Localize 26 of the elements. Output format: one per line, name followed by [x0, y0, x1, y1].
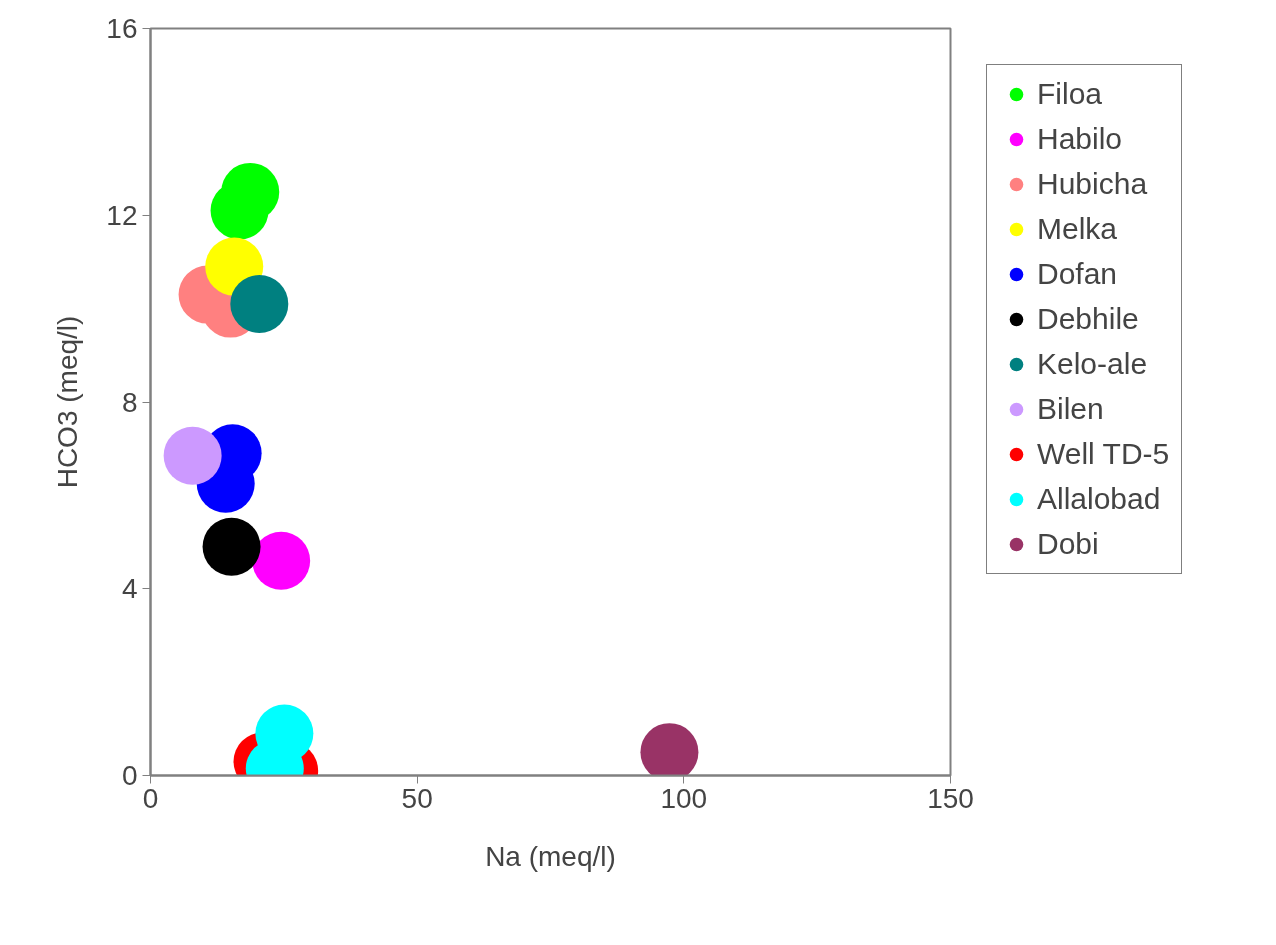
- y-tick-label: 8: [121, 386, 138, 418]
- x-axis-title: Na (meq/l): [485, 840, 616, 872]
- x-tick-label: 50: [401, 782, 433, 814]
- legend-label: Dofan: [1037, 257, 1118, 291]
- legend-label: Debhile: [1037, 302, 1139, 336]
- legend-label: Habilo: [1037, 122, 1123, 156]
- legend-label: Melka: [1037, 212, 1118, 246]
- y-tick-label: 4: [121, 573, 138, 605]
- y-tick-label: 12: [106, 199, 138, 231]
- legend-label: Kelo-ale: [1037, 347, 1148, 381]
- legend-label: Bilen: [1037, 392, 1104, 426]
- x-tick-label: 150: [927, 782, 974, 814]
- point: [163, 426, 222, 485]
- y-axis-title: HCO3 (meq/l): [52, 315, 84, 489]
- x-tick-label: 100: [660, 782, 708, 814]
- legend-label: Hubicha: [1037, 167, 1148, 201]
- legend-label: Dobi: [1037, 527, 1099, 561]
- point: [252, 531, 311, 590]
- point: [230, 275, 289, 333]
- legend-label: Filoa: [1037, 77, 1103, 111]
- x-tick-label: 0: [142, 782, 159, 814]
- legend-label: Well TD-5: [1037, 437, 1170, 471]
- legend-label: Allalobad: [1037, 482, 1161, 516]
- point: [202, 517, 261, 576]
- y-tick-label: 16: [106, 13, 138, 44]
- y-tick-label: 0: [121, 760, 138, 791]
